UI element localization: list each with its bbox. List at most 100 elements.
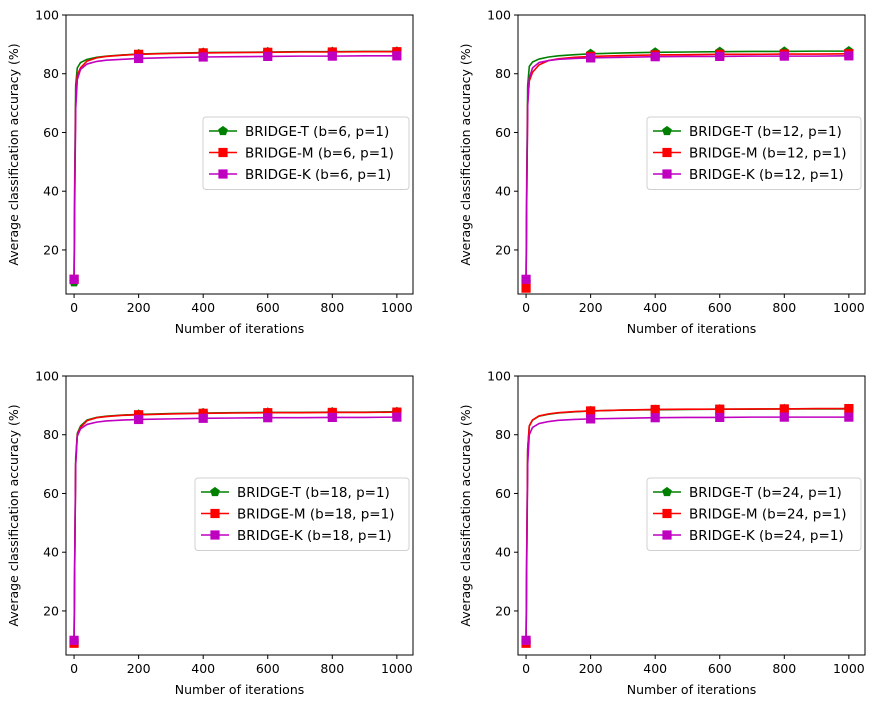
legend-entry-label: BRIDGE-T (b=12, p=1) <box>689 124 842 140</box>
data-point-marker <box>586 414 596 424</box>
legend: BRIDGE-T (b=6, p=1) BRIDGE-M (b=6, p=1) BR… <box>202 116 410 190</box>
data-point-marker <box>586 53 596 63</box>
y-axis-label: Average classification accuracy (%) <box>6 404 21 626</box>
y-tick-label: 100 <box>35 369 59 384</box>
axes-frame <box>65 375 414 656</box>
legend-entry-label: BRIDGE-T (b=18, p=1) <box>237 485 390 501</box>
y-tick-label: 100 <box>487 369 511 384</box>
y-tick-label: 40 <box>495 545 511 560</box>
legend-entry-label: BRIDGE-K (b=24, p=1) <box>689 528 844 544</box>
x-tick-label: 800 <box>772 300 796 315</box>
y-tick-label: 60 <box>43 125 59 140</box>
x-tick-label: 600 <box>708 661 732 676</box>
y-tick-label: 80 <box>495 66 511 81</box>
legend-entry-label: BRIDGE-K (b=18, p=1) <box>237 528 392 544</box>
x-tick-label: 0 <box>522 661 530 676</box>
y-tick-label: 40 <box>495 184 511 199</box>
legend-entry-label: BRIDGE-M (b=6, p=1) <box>245 146 394 162</box>
axes-frame <box>517 375 866 656</box>
y-tick-label: 60 <box>43 486 59 501</box>
data-point-marker <box>69 635 79 645</box>
data-point-marker <box>392 51 402 61</box>
y-tick-label: 20 <box>495 603 511 618</box>
x-tick-label: 400 <box>191 661 215 676</box>
data-point-marker <box>521 274 531 284</box>
series-layer <box>73 411 397 644</box>
y-tick-label: 100 <box>487 8 511 23</box>
data-point-marker <box>715 404 725 414</box>
x-tick-label: 1000 <box>381 300 413 315</box>
x-tick-label: 600 <box>256 300 280 315</box>
legend-swatch-marker <box>662 486 672 497</box>
data-point-marker <box>844 403 854 414</box>
data-point-marker <box>844 412 854 422</box>
x-tick-label: 0 <box>70 300 78 315</box>
data-point-marker <box>779 51 789 61</box>
legend-entry-label: BRIDGE-K (b=12, p=1) <box>689 167 844 183</box>
data-point-marker <box>844 51 854 61</box>
legend-swatch-marker <box>210 508 220 519</box>
legend-swatch-marker <box>662 125 672 136</box>
data-point-marker <box>327 412 337 423</box>
data-point-marker <box>392 412 402 422</box>
data-point-marker <box>327 51 337 61</box>
series-layer <box>73 50 397 283</box>
x-tick-label: 1000 <box>833 300 865 315</box>
series-line-3 <box>525 416 849 641</box>
legend-swatch-marker <box>210 486 220 497</box>
x-tick-label: 200 <box>127 661 151 676</box>
series-line-3 <box>73 416 397 641</box>
data-point-marker <box>521 635 531 645</box>
x-tick-label: 0 <box>522 300 530 315</box>
x-axis-label: Number of iterations <box>175 682 305 697</box>
legend-swatch-marker <box>662 508 672 519</box>
legend-entry-label: BRIDGE-T (b=6, p=1) <box>245 124 389 140</box>
legend-box <box>194 477 410 551</box>
legend-swatch-marker <box>218 169 228 179</box>
x-tick-label: 600 <box>708 300 732 315</box>
series-line-3 <box>525 55 849 280</box>
legend-swatch-marker <box>662 530 672 540</box>
data-point-marker <box>715 412 725 423</box>
legend-entry-label: BRIDGE-M (b=24, p=1) <box>689 507 846 523</box>
y-tick-label: 60 <box>495 125 511 140</box>
legend-entry-label: BRIDGE-M (b=18, p=1) <box>237 507 394 523</box>
x-tick-label: 1000 <box>381 661 413 676</box>
x-tick-label: 200 <box>579 661 603 676</box>
x-axis-label: Number of iterations <box>175 321 305 336</box>
data-point-marker <box>134 414 144 425</box>
data-point-marker <box>263 51 273 62</box>
legend-swatch-marker <box>210 530 220 540</box>
x-tick-label: 400 <box>191 300 215 315</box>
legend-swatch-marker <box>218 147 228 158</box>
x-tick-label: 1000 <box>833 661 865 676</box>
data-point-marker <box>715 51 725 62</box>
axes-frame <box>517 14 866 295</box>
chart-panel-2: 0 200 400 600 800 1000 20 40 60 80 100 Number of it… <box>458 8 866 336</box>
x-axis-label: Number of iterations <box>627 321 757 336</box>
legend-swatch-marker <box>218 125 228 136</box>
legend-entry-label: BRIDGE-K (b=6, p=1) <box>245 167 391 183</box>
chart-panel-1: 0 200 400 600 800 1000 20 40 60 80 100 Number of it… <box>6 8 414 336</box>
series-layer <box>525 50 849 289</box>
y-tick-label: 60 <box>495 486 511 501</box>
data-point-marker <box>650 52 660 62</box>
series-line-1 <box>525 50 849 283</box>
y-tick-label: 80 <box>495 427 511 442</box>
y-tick-label: 20 <box>495 242 511 257</box>
y-tick-label: 20 <box>43 603 59 618</box>
legend-box <box>202 116 410 190</box>
x-tick-label: 800 <box>320 300 344 315</box>
legend-box <box>646 477 862 551</box>
x-tick-label: 400 <box>643 300 667 315</box>
legend: BRIDGE-T (b=12, p=1) BRIDGE-M (b=12, p=1)… <box>646 116 862 190</box>
y-axis-label: Average classification accuracy (%) <box>6 43 21 265</box>
y-tick-label: 80 <box>43 427 59 442</box>
data-point-marker <box>650 413 660 423</box>
axes-frame <box>65 14 414 295</box>
data-point-marker <box>69 274 79 284</box>
x-tick-label: 600 <box>256 661 280 676</box>
data-point-marker <box>134 53 144 64</box>
data-point-marker <box>198 413 208 423</box>
